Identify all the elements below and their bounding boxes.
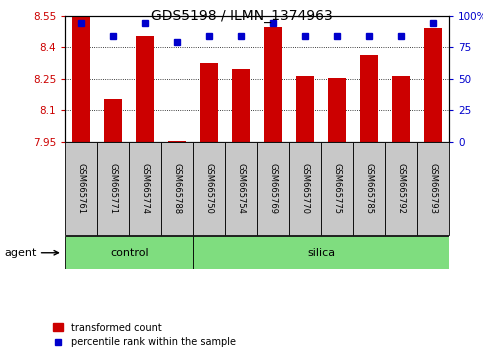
Bar bbox=[353, 142, 385, 235]
Bar bbox=[200, 63, 218, 142]
Text: GSM665792: GSM665792 bbox=[397, 163, 406, 214]
Bar bbox=[72, 17, 90, 142]
Bar bbox=[264, 28, 282, 142]
Text: GSM665761: GSM665761 bbox=[77, 163, 85, 214]
Bar bbox=[136, 36, 154, 142]
Bar bbox=[289, 142, 321, 235]
Bar bbox=[65, 142, 97, 235]
Text: silica: silica bbox=[307, 248, 335, 258]
Bar bbox=[225, 142, 257, 235]
Bar bbox=[104, 99, 122, 142]
Bar bbox=[392, 76, 410, 142]
Text: agent: agent bbox=[5, 248, 37, 258]
Bar bbox=[257, 142, 289, 235]
Text: GSM665785: GSM665785 bbox=[365, 163, 374, 214]
Text: GSM665750: GSM665750 bbox=[205, 163, 213, 214]
Bar bbox=[65, 236, 193, 269]
Bar bbox=[193, 236, 449, 269]
Bar bbox=[417, 142, 449, 235]
Bar bbox=[297, 76, 314, 142]
Bar bbox=[97, 142, 129, 235]
Bar bbox=[321, 142, 353, 235]
Bar bbox=[169, 141, 186, 142]
Legend: transformed count, percentile rank within the sample: transformed count, percentile rank withi… bbox=[53, 322, 236, 347]
Bar bbox=[193, 142, 225, 235]
Bar bbox=[129, 142, 161, 235]
Text: GDS5198 / ILMN_1374963: GDS5198 / ILMN_1374963 bbox=[151, 9, 332, 23]
Bar bbox=[232, 69, 250, 142]
Text: GSM665793: GSM665793 bbox=[429, 163, 438, 214]
Text: GSM665754: GSM665754 bbox=[237, 163, 246, 214]
Text: control: control bbox=[110, 248, 148, 258]
Text: GSM665774: GSM665774 bbox=[141, 163, 150, 214]
Text: GSM665788: GSM665788 bbox=[173, 163, 182, 214]
Bar bbox=[360, 55, 378, 142]
Bar bbox=[385, 142, 417, 235]
Text: GSM665771: GSM665771 bbox=[109, 163, 118, 214]
Text: GSM665769: GSM665769 bbox=[269, 163, 278, 214]
Text: GSM665770: GSM665770 bbox=[301, 163, 310, 214]
Bar bbox=[161, 142, 193, 235]
Text: GSM665775: GSM665775 bbox=[333, 163, 341, 214]
Bar bbox=[425, 29, 442, 142]
Bar bbox=[328, 78, 346, 142]
